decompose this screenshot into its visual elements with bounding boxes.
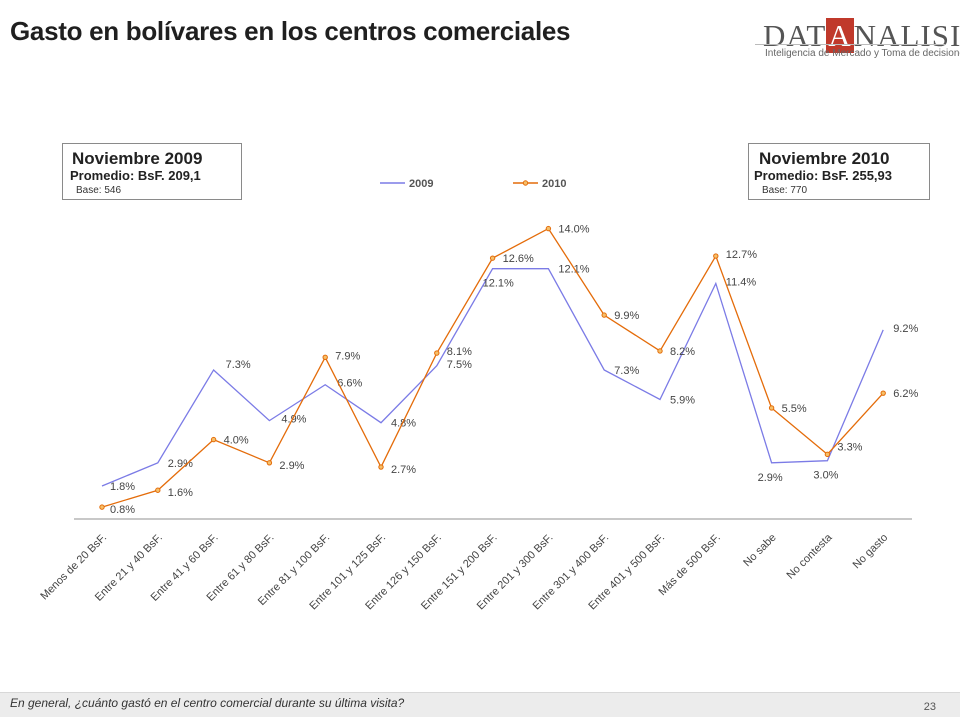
x-tick-label: No gasto <box>851 532 891 572</box>
info-2010-year: Noviembre 2010 <box>759 149 890 168</box>
data-label-2010: 4.0% <box>224 435 249 447</box>
data-label-2010: 12.6% <box>503 253 534 265</box>
data-label-2009: 5.9% <box>670 395 695 407</box>
x-tick-label: Más de 500 BsF. <box>656 532 722 598</box>
data-label-2010: 8.2% <box>670 346 695 358</box>
data-point-2010 <box>545 225 552 232</box>
series-line-2009 <box>101 268 884 487</box>
datanalisis-logo: DATANALISIS Inteligencia de Mercado y To… <box>755 18 960 68</box>
data-point-2010 <box>880 390 886 396</box>
data-label-2010: 12.7% <box>726 249 757 261</box>
info-2009-year: Noviembre 2009 <box>72 149 203 168</box>
logo-tagline: Inteligencia de Mercado y Toma de decisi… <box>765 48 960 59</box>
data-label-2009: 7.3% <box>226 359 251 371</box>
data-label-2010: 1.6% <box>168 487 193 499</box>
info-box-2010: Noviembre 2010 Promedio: BsF. 255,93 Bas… <box>748 143 930 200</box>
info-2009-promedio: Promedio: BsF. 209,1 <box>70 168 201 183</box>
data-label-2010: 9.9% <box>614 310 639 322</box>
data-label-2010: 8.1% <box>447 346 472 358</box>
data-point-2010 <box>210 436 217 443</box>
data-label-2009: 2.9% <box>168 458 193 470</box>
data-label-2009: 2.9% <box>758 472 783 484</box>
logo-word-c: NALISIS <box>853 18 960 53</box>
data-point-2010 <box>601 312 607 318</box>
data-label-2009: 6.6% <box>337 378 362 390</box>
data-label-2009: 12.1% <box>558 264 589 276</box>
data-label-2010: 5.5% <box>782 403 807 415</box>
legend-label-2009: 2009 <box>409 178 433 190</box>
data-point-2010 <box>768 405 775 411</box>
data-point-2010 <box>434 350 440 356</box>
data-point-2010 <box>489 255 496 261</box>
footer-bar <box>0 692 960 717</box>
data-label-2010: 2.7% <box>391 464 416 476</box>
data-point-2010 <box>99 504 105 510</box>
data-label-2009: 7.5% <box>447 359 472 371</box>
data-point-2010 <box>322 354 328 361</box>
page-title: Gasto en bolívares en los centros comerc… <box>10 16 571 46</box>
data-label-2010: 7.9% <box>335 350 360 362</box>
data-label-2009: 11.4% <box>726 276 757 288</box>
data-label-2009: 1.8% <box>110 481 135 493</box>
logo-divider <box>755 44 945 45</box>
data-point-2010 <box>713 253 719 259</box>
data-label-2009: 3.0% <box>813 470 838 482</box>
data-label-2010: 2.9% <box>279 460 304 472</box>
data-label-2009: 4.9% <box>281 414 306 426</box>
info-2010-base: Base: 770 <box>762 185 808 196</box>
legend-label-2010: 2010 <box>542 178 566 190</box>
legend-marker-2010 <box>522 180 529 186</box>
survey-question: En general, ¿cuánto gastó en el centro c… <box>10 696 405 710</box>
data-label-2009: 4.8% <box>391 418 416 430</box>
data-label-2009: 7.3% <box>614 365 639 377</box>
data-label-2010: 0.8% <box>110 504 135 516</box>
info-2009-base: Base: 546 <box>76 185 122 196</box>
info-box-2009: Noviembre 2009 Promedio: BsF. 209,1 Base… <box>62 143 242 200</box>
data-point-2010 <box>266 460 273 466</box>
data-point-2010 <box>657 348 663 354</box>
logo-word-a: DAT <box>763 18 827 53</box>
page-number: 23 <box>923 701 936 713</box>
data-point-2010 <box>155 487 161 493</box>
data-label-2010: 14.0% <box>558 224 589 236</box>
data-point-2010 <box>378 464 384 470</box>
x-tick-label: No sabe <box>741 532 778 569</box>
data-label-2009: 12.1% <box>483 278 514 290</box>
data-label-2010: 6.2% <box>893 388 918 400</box>
data-point-2010 <box>824 451 831 458</box>
series-line-2010 <box>101 227 884 508</box>
data-label-2010: 3.3% <box>837 441 862 453</box>
x-tick-label: No contesta <box>785 531 836 582</box>
line-chart: Menos de 20 BsF.Entre 21 y 40 BsF.Entre … <box>38 178 918 612</box>
data-label-2009: 9.2% <box>893 323 918 335</box>
info-2010-promedio: Promedio: BsF. 255,93 <box>754 168 892 183</box>
